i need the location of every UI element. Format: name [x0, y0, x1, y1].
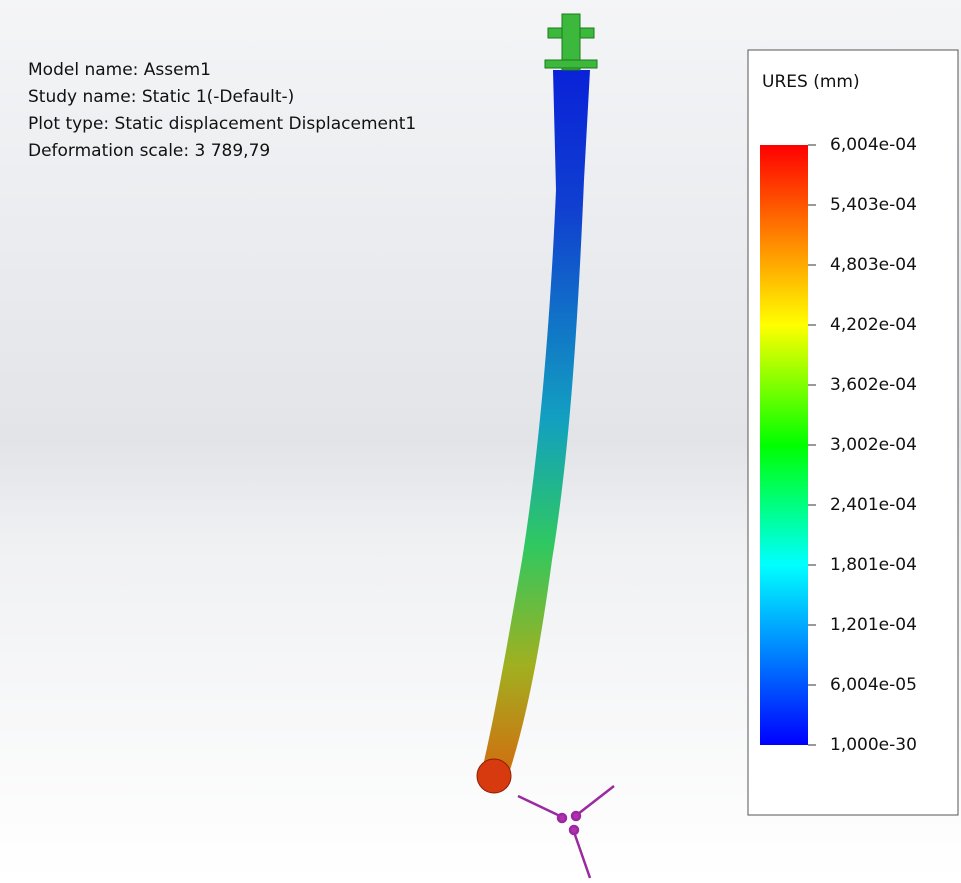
- viewport: Model name: Assem1 Study name: Static 1(-…: [0, 0, 961, 883]
- legend-label: 1,000e-30: [830, 735, 917, 755]
- legend-title: URES (mm): [762, 72, 860, 92]
- legend-label: 1,801e-04: [830, 555, 917, 575]
- legend-label: 2,401e-04: [830, 495, 917, 515]
- info-line: Model name: Assem1: [28, 60, 211, 80]
- ball: [477, 759, 511, 793]
- color-bar: [760, 145, 808, 745]
- legend-label: 6,004e-04: [830, 135, 917, 155]
- legend-label: 5,403e-04: [830, 195, 917, 215]
- legend-label: 4,202e-04: [830, 315, 917, 335]
- legend-label: 4,803e-04: [830, 255, 917, 275]
- info-line: Study name: Static 1(-Default-): [28, 87, 294, 107]
- legend-label: 6,004e-05: [830, 675, 917, 695]
- page: Model name: Assem1 Study name: Static 1(-…: [0, 0, 961, 883]
- info-line: Plot type: Static displacement Displacem…: [28, 114, 416, 134]
- legend-label: 1,201e-04: [830, 615, 917, 635]
- legend-label: 3,002e-04: [830, 435, 917, 455]
- info-line: Deformation scale: 3 789,79: [28, 141, 270, 161]
- legend-label: 3,602e-04: [830, 375, 917, 395]
